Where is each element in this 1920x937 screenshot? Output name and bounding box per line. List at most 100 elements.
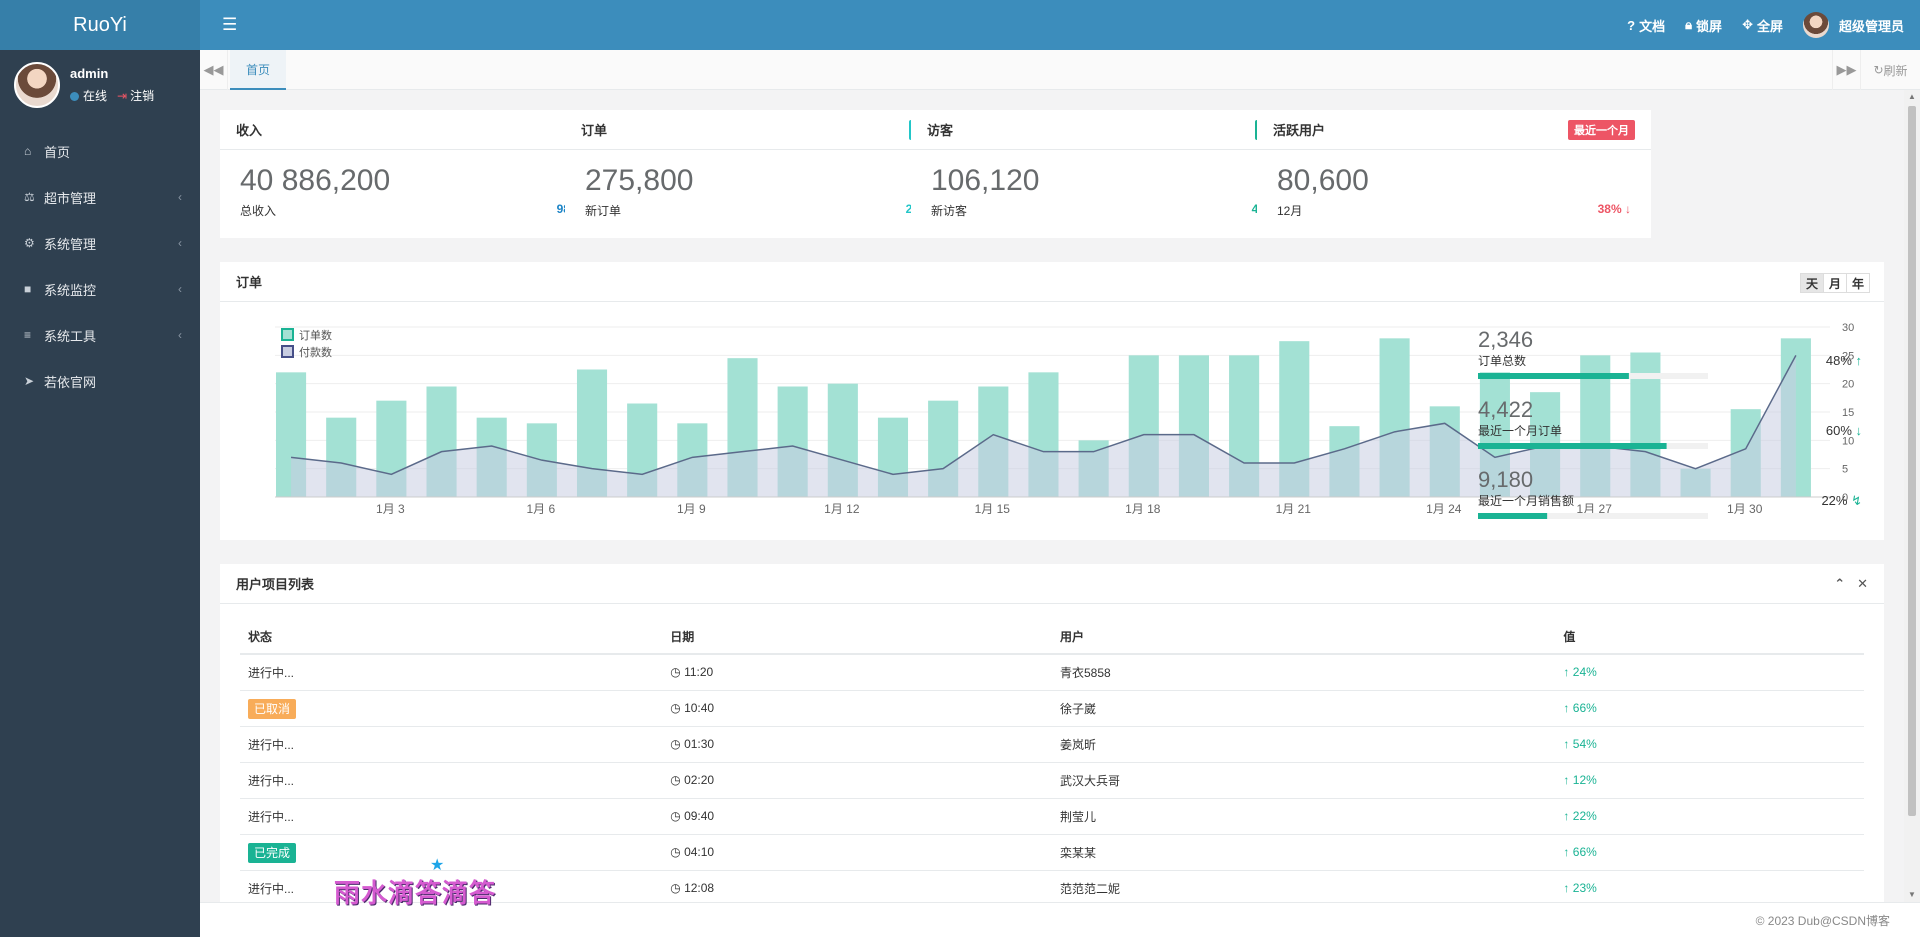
sidebar-item-label: 若依官网 (44, 374, 97, 390)
online-status: 在线 (70, 87, 107, 104)
legend-swatch (281, 345, 294, 358)
stat-badge: 最近一个月 (1568, 119, 1635, 140)
range-button-0[interactable]: 天 (1800, 273, 1824, 293)
column-header[interactable]: 用户 (1051, 620, 1556, 655)
column-header[interactable]: 日期 (662, 620, 1052, 655)
value-cell: ↑ 12% (1555, 762, 1864, 799)
sidebar-item-0[interactable]: ⌂ 首页 (0, 128, 200, 174)
stat-footer: 12月 38% ↓ (1257, 198, 1651, 219)
summary-label: 最近一个月销售额 (1478, 493, 1574, 508)
stat-footer: 总收入 98% ↯ (220, 198, 614, 219)
sidebar-item-5[interactable]: ➤ 若依官网 (0, 358, 200, 404)
stat-value: 275,800 (585, 164, 694, 197)
table-row[interactable]: 进行中... ◷ 02:20 武汉大兵哥 ↑ 12% (240, 762, 1864, 799)
status-cell: 进行中... (240, 654, 663, 691)
range-button-2[interactable]: 年 (1846, 273, 1870, 293)
user-panel: admin 在线 ⇥ 注销 (0, 50, 200, 120)
content-scrollbar[interactable]: ▲ ▼ (1904, 90, 1920, 902)
collapse-chevron-up-icon[interactable]: ⌃ (1834, 576, 1846, 591)
stat-footer: 新访客 44% ↑ (911, 198, 1305, 219)
tab-scroll-right-icon[interactable]: ▶▶ (1832, 50, 1860, 90)
chevron-left-icon: ‹ (178, 190, 182, 204)
table-row[interactable]: 已取消 ◷ 10:40 徐子崴 ↑ 66% (240, 690, 1864, 727)
expand-icon: ✥ (1742, 17, 1753, 32)
user-cell: 姜岚昕 (1051, 726, 1556, 763)
stat-sublabel: 新访客 (931, 204, 968, 218)
docs-button[interactable]: ? 文档 (1627, 16, 1665, 35)
x-tick-label: 1月 9 (677, 502, 706, 516)
value-cell: ↑ 66% (1555, 690, 1864, 727)
scroll-down-icon[interactable]: ▼ (1908, 890, 1916, 899)
orders-panel-header: 订单 天月年 (220, 262, 1884, 302)
sidebar-item-3[interactable]: ■ 系统监控 ‹ (0, 266, 200, 312)
clock-icon: ◷ (670, 737, 681, 751)
legend-label: 订单数 (299, 329, 332, 342)
clock-icon: ◷ (670, 701, 681, 715)
lock-icon: 🔒︎ (1685, 17, 1693, 32)
table-row[interactable]: 已完成 ◷ 04:10 栾某某 ↑ 66% (240, 834, 1864, 871)
summary-percent: 48% ↑ (1826, 353, 1862, 368)
user-text: 姜岚昕 (1059, 737, 1096, 752)
avatar[interactable] (14, 62, 60, 108)
close-icon[interactable]: ✕ (1857, 576, 1868, 591)
user-name: admin (70, 66, 109, 81)
summary-value: 4,422 (1478, 397, 1533, 422)
user-text: 徐子崴 (1059, 701, 1096, 716)
table-row[interactable]: 进行中... ◷ 11:20 青衣5858 ↑ 24% (240, 654, 1864, 691)
status-text: 进行中... (248, 665, 295, 680)
y-tick-label: 5 (1842, 464, 1848, 476)
scroll-up-icon[interactable]: ▲ (1908, 92, 1916, 101)
sidebar-item-1[interactable]: ⚖ 超市管理 ‹ (0, 174, 200, 220)
sidebar-item-2[interactable]: ⚙ 系统管理 ‹ (0, 220, 200, 266)
value-cell: ↑ 54% (1555, 726, 1864, 763)
x-tick-label: 1月 12 (824, 502, 860, 516)
sidebar-item-4[interactable]: ≡ 系统工具 ‹ (0, 312, 200, 358)
header-actions: ? 文档 🔒︎ 锁屏 ✥ 全屏 超级管理员 (1627, 0, 1904, 50)
stat-card: 访客 今天 106,120 新访客 44% ↑ (911, 110, 1305, 238)
refresh-button[interactable]: ↻ 刷新 (1860, 50, 1920, 90)
menu-toggle-icon[interactable]: ☰ (222, 15, 238, 34)
main-content: 收入 月 40 886,200 总收入 98% ↯ 订单 全年 275,800 … (200, 90, 1904, 907)
status-cell: 已取消 (240, 690, 663, 727)
level-up-icon: ↑ (1563, 665, 1570, 680)
stat-value: 80,600 (1277, 164, 1369, 197)
balance-icon: ⚖ (24, 190, 35, 204)
time-text: 12:08 (684, 881, 715, 895)
refresh-icon: ↻ (1873, 63, 1884, 77)
stat-card-header: 订单 全年 (565, 110, 959, 150)
table-row[interactable]: 进行中... ◷ 01:30 姜岚昕 ↑ 54% (240, 726, 1864, 763)
lock-button[interactable]: 🔒︎ 锁屏 (1685, 16, 1722, 35)
logout-link[interactable]: ⇥ 注销 (117, 87, 154, 104)
column-header[interactable]: 状态 (240, 620, 663, 655)
user-cell: 青衣5858 (1051, 654, 1556, 691)
tab-home[interactable]: 首页 (230, 50, 287, 90)
range-button-1[interactable]: 月 (1823, 273, 1847, 293)
user-cell: 武汉大兵哥 (1051, 762, 1556, 799)
sidebar: RuoYi admin 在线 ⇥ 注销 ⌂ 首页 ⚖ 超市管理 ‹ ⚙ 系统管理 ‹ ■ 系统监控 ‹… (0, 0, 200, 937)
column-header[interactable]: 值 (1555, 620, 1864, 655)
fullscreen-button[interactable]: ✥ 全屏 (1742, 16, 1783, 35)
range-toggle: 天月年 (1800, 273, 1870, 293)
tab-scroll-left-icon[interactable]: ◀◀ (200, 50, 228, 90)
date-cell: ◷ 01:30 (662, 726, 1052, 763)
clock-icon: ◷ (670, 845, 681, 859)
user-cell: 栾某某 (1051, 834, 1556, 871)
scroll-thumb[interactable] (1908, 106, 1916, 816)
stat-card: 活跃用户 最近一个月 80,600 12月 38% ↓ (1257, 110, 1651, 238)
time-text: 11:20 (684, 665, 714, 680)
trend-arrow-icon: ↓ (1625, 202, 1631, 216)
status-cell: 进行中... (240, 726, 663, 763)
table-row[interactable]: 进行中... ◷ 09:40 荆莹儿 ↑ 22% (240, 798, 1864, 835)
app-logo[interactable]: RuoYi (0, 0, 200, 50)
clock-icon: ◷ (670, 665, 681, 680)
sidebar-nav: ⌂ 首页 ⚖ 超市管理 ‹ ⚙ 系统管理 ‹ ■ 系统监控 ‹ ≡ 系统工具 ‹ ➤ 若依官网 (0, 128, 200, 404)
stat-value: 40 886,200 (240, 164, 391, 197)
value-cell: ↑ 22% (1555, 798, 1864, 835)
status-text: 进行中... (248, 881, 295, 896)
status-cell: 进行中... (240, 762, 663, 799)
summary-label: 订单总数 (1478, 353, 1526, 368)
date-cell: ◷ 10:40 (662, 690, 1052, 727)
user-menu[interactable]: 超级管理员 (1802, 12, 1904, 38)
stat-sublabel: 总收入 (240, 204, 277, 218)
x-tick-label: 1月 21 (1276, 502, 1312, 516)
